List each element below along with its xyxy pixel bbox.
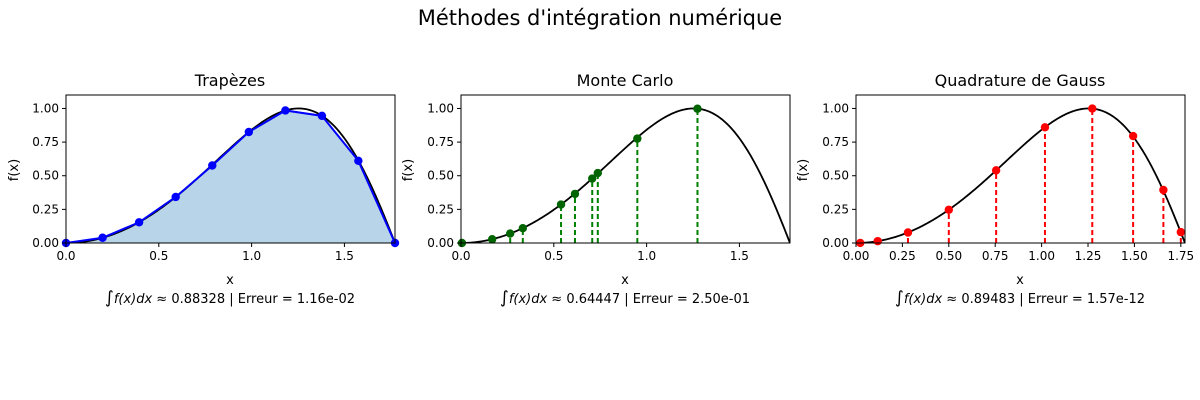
data-point-montecarlo: [487, 235, 497, 244]
data-point-trapezes: [281, 106, 290, 115]
data-point-montecarlo: [556, 200, 566, 209]
data-point-trapezes: [98, 233, 107, 242]
data-point-trapezes: [134, 218, 144, 227]
data-point-gauss: [1176, 227, 1186, 237]
data-point-gauss: [1128, 131, 1138, 141]
x-tick-label-trapezes: 0.5: [149, 249, 168, 263]
y-tick-label-trapezes: 0.25: [32, 202, 59, 216]
data-point-montecarlo: [518, 224, 528, 233]
data-point-montecarlo: [593, 168, 602, 178]
data-point-gauss: [873, 236, 882, 246]
data-point-gauss: [991, 166, 1001, 175]
data-point-montecarlo: [588, 174, 597, 183]
data-point-gauss: [1040, 123, 1050, 132]
data-point-trapezes: [208, 161, 217, 170]
y-tick-label-trapezes: 0.50: [32, 169, 59, 183]
y-tick-label-gauss: 0.50: [822, 169, 849, 183]
y-tick-label-gauss: 0.25: [822, 202, 849, 216]
x-tick-label-gauss: 1.00: [1028, 249, 1055, 263]
data-point-trapezes: [171, 192, 180, 202]
y-tick-label-montecarlo: 0.50: [427, 169, 454, 183]
x-tick-label-gauss: 0.75: [982, 249, 1009, 263]
x-tick-label-trapezes: 0.0: [56, 249, 75, 263]
caption-montecarlo: ∫f(x)dx ≈ 0.64447 | Erreur = 2.50e-01: [500, 288, 750, 308]
data-point-gauss: [1088, 104, 1097, 113]
data-point-gauss: [1159, 185, 1168, 195]
x-tick-label-gauss: 1.75: [1167, 249, 1194, 263]
y-tick-label-trapezes: 1.00: [32, 101, 59, 115]
data-point-gauss: [944, 205, 954, 214]
y-axis-label-montecarlo: f(x): [401, 159, 416, 181]
integral-sign-gauss: ∫: [895, 288, 904, 308]
y-tick-label-montecarlo: 0.00: [427, 236, 454, 250]
y-tick-label-gauss: 1.00: [822, 101, 849, 115]
y-tick-label-trapezes: 0.75: [32, 135, 59, 149]
caption-math-gauss: f(x)dx: [904, 292, 943, 307]
data-point-trapezes: [317, 111, 327, 121]
integral-sign-trapezes: ∫: [105, 288, 114, 308]
x-tick-label-gauss: 1.25: [1075, 249, 1102, 263]
data-point-trapezes: [354, 156, 363, 165]
panel-title-montecarlo: Monte Carlo: [577, 71, 674, 90]
caption-trapezes: ∫f(x)dx ≈ 0.88328 | Erreur = 1.16e-02: [105, 288, 355, 308]
caption-text-trapezes: ≈ 0.88328 | Erreur = 1.16e-02: [152, 292, 355, 307]
x-tick-label-montecarlo: 0.0: [451, 249, 470, 263]
panel-trapezes: Trapèzes x f(x) ∫f(x)dx ≈ 0.88328 | Erre…: [7, 71, 400, 308]
function-curve-montecarlo: [461, 107, 790, 243]
panel-title-gauss: Quadrature de Gauss: [935, 71, 1106, 90]
caption-math-trapezes: f(x)dx: [114, 292, 153, 307]
y-axis-label-gauss: f(x): [796, 159, 811, 181]
axes-frame-trapezes: [65, 94, 396, 244]
y-tick-label-montecarlo: 0.75: [427, 135, 454, 149]
data-point-gauss: [903, 228, 913, 237]
x-tick-label-montecarlo: 1.0: [637, 249, 656, 263]
plot-area-montecarlo: [461, 107, 790, 243]
caption-text-montecarlo: ≈ 0.64447 | Erreur = 2.50e-01: [547, 292, 750, 307]
x-tick-label-gauss: 0.50: [935, 249, 962, 263]
integral-sign-montecarlo: ∫: [500, 288, 509, 308]
x-tick-label-trapezes: 1.0: [242, 249, 261, 263]
plot-area-gauss: [856, 107, 1185, 243]
panel-gauss: Quadrature de Gauss x f(x) ∫f(x)dx ≈ 0.8…: [796, 71, 1194, 308]
x-tick-label-trapezes: 1.5: [335, 249, 354, 263]
trapezoid-polyline: [66, 109, 395, 243]
y-tick-label-montecarlo: 1.00: [427, 101, 454, 115]
panel-montecarlo: Monte Carlo x f(x) ∫f(x)dx ≈ 0.64447 | E…: [401, 71, 791, 308]
y-tick-label-trapezes: 0.00: [32, 236, 59, 250]
x-tick-label-montecarlo: 0.5: [544, 249, 563, 263]
x-tick-label-montecarlo: 1.5: [730, 249, 749, 263]
data-point-montecarlo: [570, 189, 580, 199]
data-point-montecarlo: [505, 229, 515, 238]
x-tick-label-gauss: 0.25: [889, 249, 916, 263]
panel-title-trapezes: Trapèzes: [194, 71, 265, 90]
trapezoid-fill-area: [66, 110, 395, 243]
axes-frame-montecarlo: [460, 94, 791, 244]
data-point-trapezes: [244, 127, 254, 137]
y-axis-label-trapezes: f(x): [7, 159, 22, 181]
plot-area-trapezes: [66, 107, 395, 243]
x-tick-label-gauss: 1.50: [1121, 249, 1148, 263]
caption-gauss: ∫f(x)dx ≈ 0.89483 | Erreur = 1.57e-12: [895, 288, 1145, 308]
figure-title: Méthodes d'intégration numérique: [417, 6, 783, 30]
x-tick-label-gauss: 0.00: [843, 249, 870, 263]
axes-frame-gauss: [855, 94, 1186, 244]
x-axis-label-montecarlo: x: [621, 273, 629, 288]
caption-math-montecarlo: f(x)dx: [509, 292, 548, 307]
data-point-montecarlo: [693, 104, 702, 113]
y-tick-label-gauss: 0.00: [822, 236, 849, 250]
caption-text-gauss: ≈ 0.89483 | Erreur = 1.57e-12: [942, 292, 1145, 307]
x-axis-label-gauss: x: [1016, 273, 1024, 288]
x-axis-label-trapezes: x: [226, 273, 234, 288]
function-curve-gauss: [856, 107, 1185, 243]
data-point-montecarlo: [633, 134, 642, 143]
y-tick-label-montecarlo: 0.25: [427, 202, 454, 216]
y-tick-label-gauss: 0.75: [822, 135, 849, 149]
